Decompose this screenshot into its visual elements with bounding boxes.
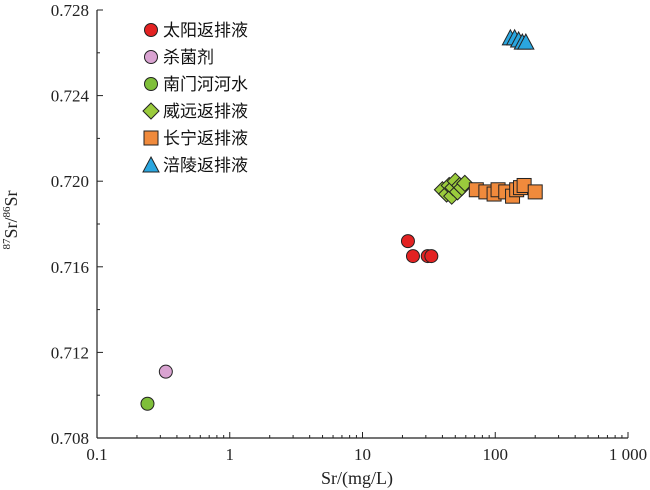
y-axis-title-mid: Sr/ [1, 218, 21, 239]
ticks: 0.1 1 10 100 1 000 0.708 0.712 0.716 0.720 0.724 0… [51, 1, 647, 464]
y-tick-label: 0.708 [51, 429, 89, 448]
x-axis-title: Sr/(mg/L) [321, 468, 393, 489]
x-tick-label: 100 [483, 445, 509, 464]
legend-marker [144, 23, 158, 37]
y-tick-label: 0.712 [51, 343, 89, 362]
legend-marker [142, 102, 160, 120]
x-tick-label: 0.1 [86, 445, 107, 464]
y-tick-label: 0.724 [51, 87, 90, 106]
legend-label: 杀菌剂 [163, 48, 214, 68]
legend-marker [144, 77, 158, 91]
data-point [400, 234, 415, 249]
y-axis-title: 87Sr/86Sr [1, 190, 21, 249]
data-points [140, 28, 543, 411]
data-point [405, 249, 420, 264]
data-point [517, 33, 535, 50]
x-tick-label: 1 000 [609, 445, 647, 464]
y-axis-title-sup2: 86 [1, 206, 13, 218]
data-point [527, 184, 543, 200]
legend-label: 涪陵返排液 [163, 156, 248, 176]
x-tick-label: 1 [226, 445, 235, 464]
legend-marker [142, 155, 160, 173]
x-tick-label: 10 [354, 445, 371, 464]
y-tick-label: 0.720 [51, 172, 89, 191]
y-axis-title-end: Sr [1, 190, 21, 206]
legend-marker [143, 130, 159, 146]
data-point [158, 364, 173, 379]
y-tick-label: 0.728 [51, 1, 89, 20]
legend-label: 南门河河水 [163, 75, 248, 95]
y-axis-title-sup1: 87 [1, 238, 13, 250]
legend-label: 威远返排液 [163, 102, 248, 122]
legend-label: 太阳返排液 [163, 21, 248, 41]
legend-label: 长宁返排液 [163, 129, 248, 149]
data-point [140, 396, 155, 411]
legend-marker [144, 50, 158, 64]
data-point [424, 249, 439, 264]
svg-text:87Sr/86Sr: 87Sr/86Sr [1, 190, 21, 249]
y-tick-label: 0.716 [51, 258, 89, 277]
